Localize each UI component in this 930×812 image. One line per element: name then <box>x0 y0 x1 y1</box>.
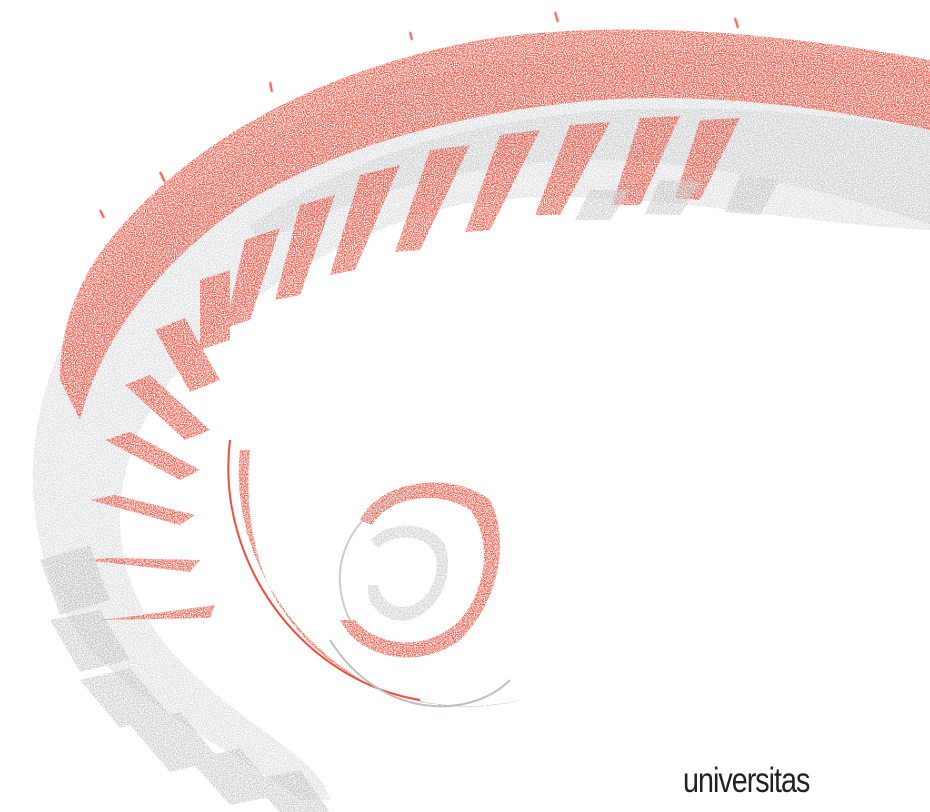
edge-ticks <box>99 11 739 219</box>
stair-treads-outer <box>85 116 740 620</box>
wordmark: universitas <box>683 761 810 800</box>
spiral-band-edge <box>250 108 930 245</box>
spiral-inner <box>238 450 521 707</box>
spiral-outer-band <box>60 29 930 420</box>
spiral-arc-lines <box>227 439 511 708</box>
stair-shadows-outer <box>40 175 780 812</box>
